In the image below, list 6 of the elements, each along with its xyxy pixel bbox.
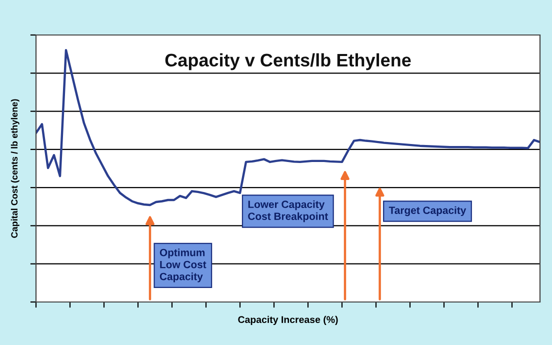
chart-title: Capacity v Cents/lb Ethylene <box>165 53 411 70</box>
annotation: Target Capacity <box>388 206 466 216</box>
y-axis-title: Capital Cost (cents / lb ethylene) <box>10 99 20 238</box>
annotation: Optimum Low Cost Capacity <box>160 248 206 282</box>
annotation: Lower Capacity Cost Breakpoint <box>248 200 328 222</box>
x-axis-title: Capacity Increase (%) <box>238 316 338 325</box>
